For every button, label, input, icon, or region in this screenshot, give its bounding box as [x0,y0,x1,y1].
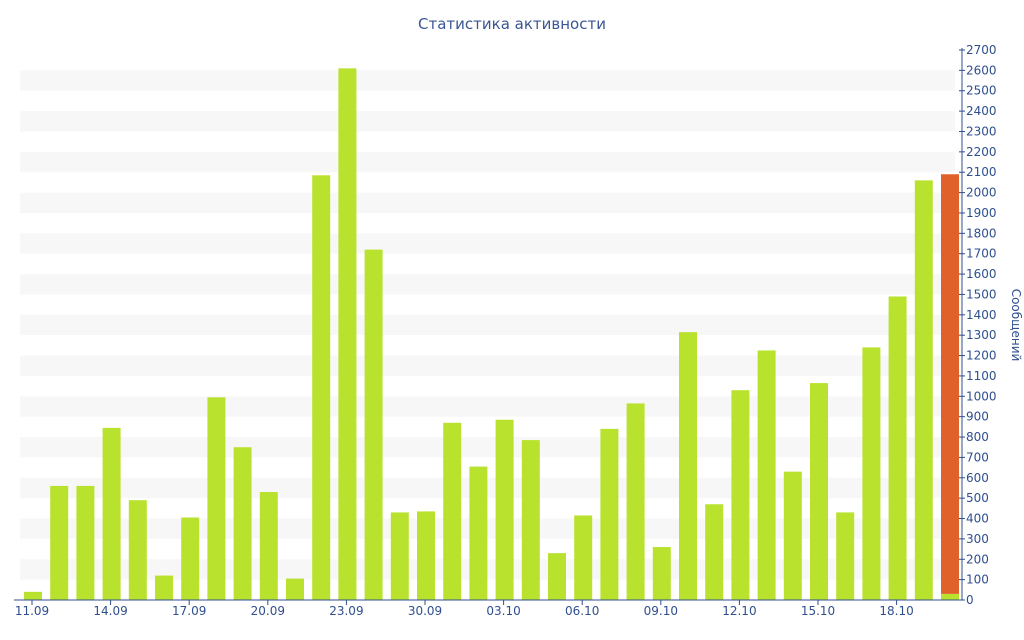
grid-band [20,70,955,91]
bar [521,440,540,600]
grid-band [20,233,955,254]
x-tick-label: 14.09 [93,604,127,618]
bar [390,512,409,600]
x-tick-label: 12.10 [722,604,756,618]
bar [469,466,488,600]
grid-band [20,192,955,213]
grid-band [20,437,955,458]
y-tick-label: 500 [966,491,989,505]
bar [810,383,828,600]
y-tick-label: 2300 [966,124,997,138]
y-tick-label: 1900 [966,206,997,220]
bar [600,428,619,600]
y-tick-label: 1400 [966,308,997,322]
y-tick-label: 700 [966,450,989,464]
grid-band [20,314,955,336]
y-tick-label: 2100 [966,165,997,179]
y-tick-label: 400 [966,512,989,526]
bar [652,547,671,600]
y-tick-label: 100 [966,573,989,587]
x-tick-label: 23.09 [329,604,363,618]
y-tick-label: 1100 [966,369,997,383]
grid-band [20,477,955,499]
x-tick-label: 03.10 [486,604,520,618]
bar [50,485,69,600]
y-tick-label: 1300 [966,328,997,342]
y-tick-label: 2600 [966,63,997,77]
bar [128,500,147,600]
y-tick-label: 2400 [966,104,997,118]
grid-bands [20,70,955,580]
bar [888,296,907,600]
bar [286,578,304,600]
bar [731,390,750,600]
bar [705,504,724,600]
bar [102,427,121,600]
bar [836,512,855,600]
x-tick-label: 20.09 [251,604,285,618]
y-axis: 0 100 200 300 400 500 600 700 800 900 1000 1100 1200… [959,43,1023,607]
bar [783,471,802,600]
y-tick-label: 300 [966,532,989,546]
y-tick-label: 0 [966,593,974,607]
grid-band [20,396,955,417]
y-tick-label: 1500 [966,287,997,301]
x-tick-label: 11.09 [15,604,49,618]
bar [259,492,278,600]
bar [914,180,933,601]
y-tick-label: 800 [966,430,989,444]
y-axis-title: Сообщений [1009,289,1023,362]
bar [862,347,881,600]
x-tick-label: 15.10 [801,604,835,618]
y-tick-label: 200 [966,552,989,566]
highlight-bar [941,174,959,594]
bar [76,485,95,600]
x-tick-label: 30.09 [408,604,442,618]
y-tick-label: 2000 [966,186,997,200]
y-tick-label: 600 [966,471,989,485]
bar [417,511,435,600]
x-tick-label: 18.10 [879,604,913,618]
bar [233,447,252,600]
y-tick-label: 1600 [966,267,997,281]
x-axis: 11.09 14.09 17.09 20.09 23.09 30.09 03.10 06.10… [14,599,962,618]
grid-band [20,355,955,376]
bars [24,68,959,601]
bar [626,403,645,600]
bar [941,593,959,600]
bar [312,175,331,600]
bar [443,422,462,600]
x-tick-label: 06.10 [565,604,599,618]
bar [338,68,357,601]
bar [207,397,226,600]
bar [679,332,697,600]
bar [548,553,566,600]
bar [495,419,514,600]
y-tick-label: 1000 [966,389,997,403]
bar [155,575,173,600]
grid-band [20,151,955,173]
grid-band [20,111,955,132]
y-tick-label: 1800 [966,226,997,240]
y-tick-label: 2500 [966,84,997,98]
y-tick-label: 900 [966,410,989,424]
x-tick-label: 17.09 [172,604,206,618]
y-tick-label: 2200 [966,145,997,159]
bar [757,350,776,600]
y-tick-label: 1700 [966,247,997,261]
y-tick-label: 2700 [966,43,997,57]
chart-title: Статистика активности [418,15,606,33]
bar [24,591,42,600]
y-tick-label: 1200 [966,349,997,363]
bar [364,249,383,600]
grid-band [20,274,955,295]
x-tick-label: 09.10 [644,604,678,618]
bar [181,517,200,600]
bar [574,515,593,600]
